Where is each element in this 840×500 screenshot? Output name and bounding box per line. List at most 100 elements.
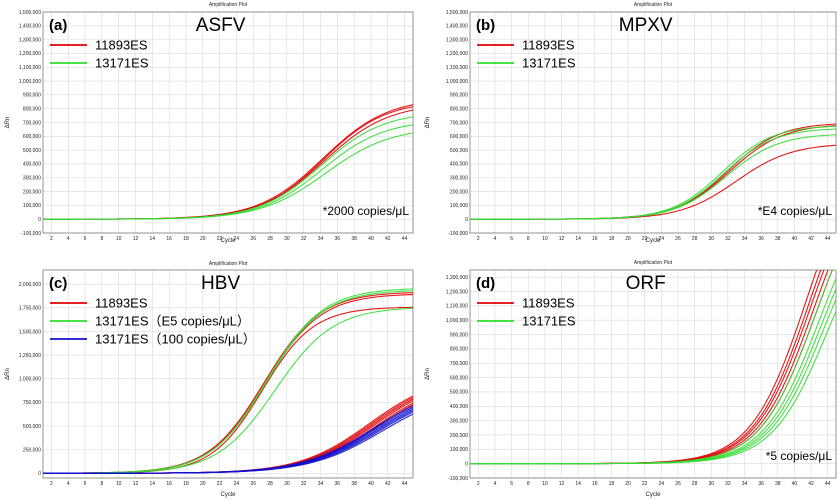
y-tick-label: 0: [465, 217, 468, 223]
x-tick-label: 6: [84, 236, 87, 242]
y-axis-label: ΔRn: [425, 368, 431, 380]
plot-area: [470, 270, 836, 478]
legend-label: 11893ES: [522, 296, 575, 311]
panel-title: ORF: [626, 273, 666, 294]
panel-letter: (d): [476, 275, 495, 292]
plot-title: Amplification Plot: [634, 2, 673, 8]
x-tick-label: 22: [217, 481, 223, 487]
curve-group: [43, 288, 413, 474]
x-tick-label: 6: [510, 481, 513, 487]
y-tick-label: 1,400,000: [19, 24, 41, 30]
x-tick-label: 4: [67, 236, 70, 242]
y-tick-label: 900,000: [23, 93, 41, 99]
x-tick-label: 4: [494, 236, 497, 242]
y-tick-label: 800,000: [23, 106, 41, 112]
y-tick-label: 1,100,000: [446, 65, 468, 71]
plot-title: Amplification Plot: [209, 261, 248, 267]
x-tick-label: 14: [150, 236, 156, 242]
x-tick-label: 30: [284, 236, 290, 242]
y-tick-label: -100,000: [21, 231, 41, 237]
x-tick-label: 32: [301, 481, 307, 487]
y-tick-label: 1,300,000: [446, 37, 468, 43]
x-tick-label: 34: [318, 236, 324, 242]
y-tick-label: 500,000: [23, 148, 41, 154]
x-tick-label: 36: [758, 236, 764, 242]
plot-frame: [42, 11, 414, 234]
x-tick-label: 8: [100, 481, 103, 487]
y-tick-label: 500,000: [450, 390, 468, 396]
x-tick-label: 20: [625, 481, 631, 487]
x-tick-label: 2: [50, 236, 53, 242]
x-tick-label: 34: [742, 481, 748, 487]
y-tick-label: 300,000: [450, 176, 468, 182]
y-tick-label: 600,000: [23, 134, 41, 140]
x-tick-label: 28: [267, 236, 273, 242]
x-tick-label: 10: [542, 236, 548, 242]
legend-label: 11893ES: [95, 38, 148, 53]
x-tick-label: 8: [100, 236, 103, 242]
y-tick-label: 400,000: [23, 162, 41, 168]
x-tick-label: 32: [301, 236, 307, 242]
amplification-curve: [43, 413, 413, 474]
x-tick-label: 34: [742, 236, 748, 242]
y-tick-label: 400,000: [450, 162, 468, 168]
y-tick-label: 0: [38, 217, 41, 223]
y-tick-label: 1,100,000: [19, 65, 41, 71]
y-tick-label: 300,000: [450, 418, 468, 424]
amplification-chart-orf: Amplification Plot 2 4 6 8 10 12 14 16 18 20 22 24 26…: [420, 257, 840, 500]
y-tick-label: 1,500,000: [19, 329, 41, 335]
x-tick-label: 6: [510, 236, 513, 242]
y-tick-label: 1,200,000: [446, 289, 468, 295]
amplification-chart-hbv: Amplification Plot 2 4 6 8 10 12 14 16 18 20 22 24 26…: [0, 257, 420, 500]
x-tick-label: 10: [116, 236, 122, 242]
panel-letter: (c): [49, 275, 67, 292]
panel-title: ASFV: [196, 15, 246, 36]
x-tick-label: 10: [116, 481, 122, 487]
y-tick-label: 200,000: [450, 433, 468, 439]
y-tick-label: 1,300,000: [19, 37, 41, 43]
amplification-curve: [470, 134, 836, 220]
plot-title: Amplification Plot: [209, 2, 248, 8]
x-tick-label: 18: [609, 236, 615, 242]
x-tick-label: 22: [642, 236, 648, 242]
x-tick-label: 24: [659, 481, 665, 487]
y-tick-label: 1,100,000: [446, 304, 468, 310]
y-tick-label: 1,400,000: [446, 24, 468, 30]
y-tick-label: 900,000: [450, 332, 468, 338]
y-tick-label: 100,000: [450, 203, 468, 209]
curve-group: [470, 270, 836, 465]
x-tick-label: 4: [67, 481, 70, 487]
y-tick-label: 1,000,000: [446, 318, 468, 324]
x-tick-label: 26: [250, 481, 256, 487]
y-tick-label: 1,750,000: [19, 306, 41, 312]
y-tick-label: 1,300,000: [446, 275, 468, 281]
x-tick-label: 38: [775, 481, 781, 487]
y-tick-label: 300,000: [23, 176, 41, 182]
x-tick-label: 28: [267, 481, 273, 487]
plot-frame: [469, 269, 837, 479]
panel-title: HBV: [201, 273, 240, 294]
x-tick-label: 16: [166, 481, 172, 487]
legend-label: 13171ES（E5 copies/μL）: [95, 314, 250, 329]
legend-label: 11893ES: [522, 38, 575, 53]
x-tick-label: 40: [368, 481, 374, 487]
y-tick-label: -100,000: [448, 231, 468, 237]
x-tick-label: 32: [725, 236, 731, 242]
x-tick-label: 26: [250, 236, 256, 242]
y-tick-label: 700,000: [450, 120, 468, 126]
x-tick-label: 22: [642, 481, 648, 487]
y-tick-label: 1,200,000: [19, 51, 41, 57]
x-tick-label: 8: [527, 236, 530, 242]
plot-frame: [42, 269, 414, 479]
x-tick-label: 36: [335, 481, 341, 487]
y-axis-label: ΔRn: [425, 117, 431, 129]
x-tick-label: 34: [318, 481, 324, 487]
x-tick-label: 20: [625, 236, 631, 242]
y-tick-label: 1,000,000: [19, 377, 41, 383]
x-tick-label: 8: [527, 481, 530, 487]
y-tick-label: 800,000: [450, 106, 468, 112]
y-tick-label: 1,500,000: [19, 10, 41, 16]
x-tick-label: 2: [477, 236, 480, 242]
x-tick-label: 42: [385, 236, 391, 242]
y-tick-label: -100,000: [448, 476, 468, 482]
